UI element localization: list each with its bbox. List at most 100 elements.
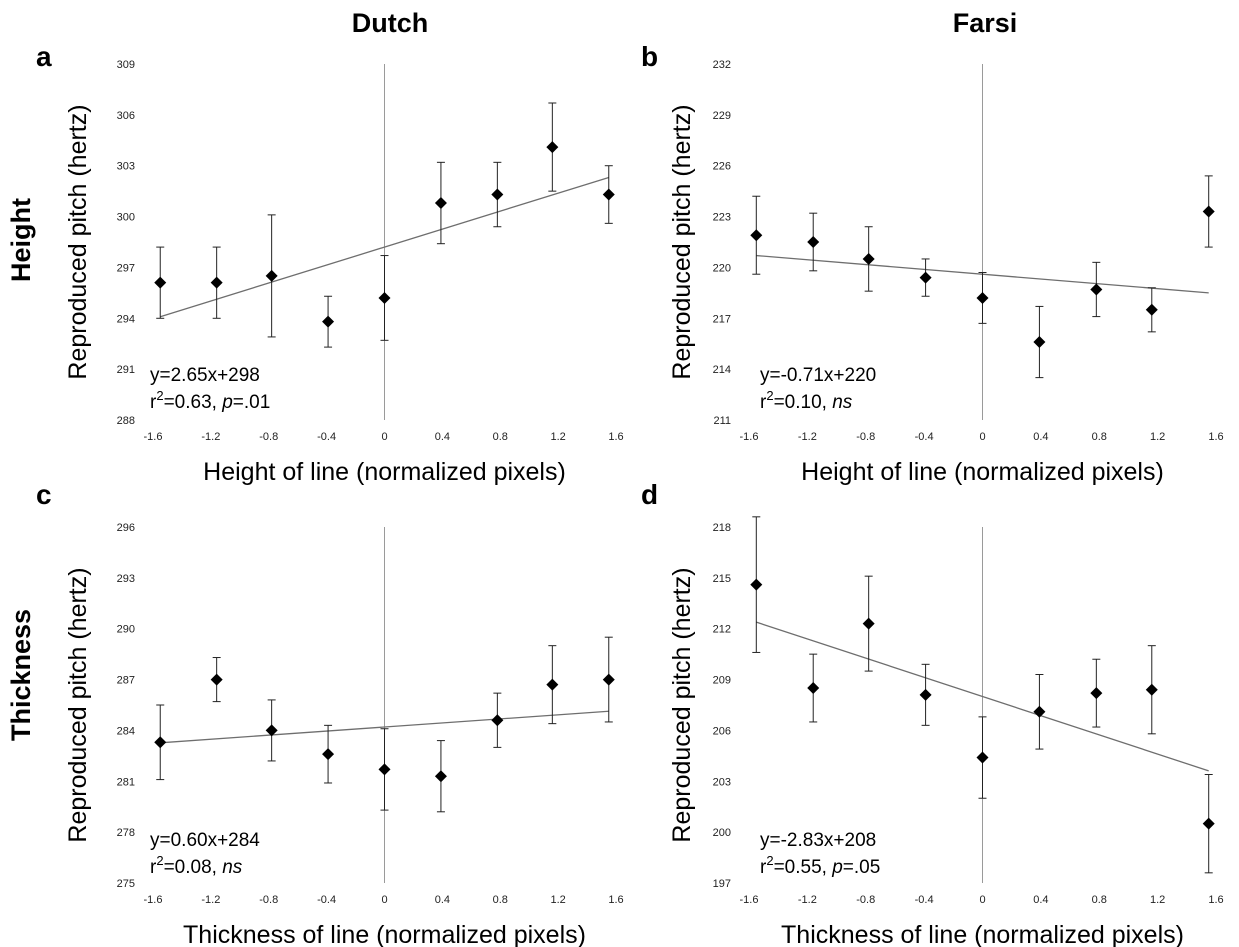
data-point xyxy=(322,315,335,328)
y-tick-label: 211 xyxy=(713,415,731,427)
data-point xyxy=(919,688,932,701)
data-point xyxy=(807,236,820,248)
data-point xyxy=(976,291,989,304)
y-axis-title: Reproduced pitch (hertz) xyxy=(668,567,696,842)
y-tick-label: 232 xyxy=(713,59,731,71)
x-tick-label: 1.2 xyxy=(550,894,565,906)
y-tick-label: 284 xyxy=(117,725,135,737)
x-tick-label: 1.6 xyxy=(1208,894,1223,906)
x-axis-title: Thickness of line (normalized pixels) xyxy=(781,921,1184,947)
x-tick-label: -0.8 xyxy=(856,431,875,443)
y-tick-label: 300 xyxy=(117,212,135,224)
y-tick-label: 229 xyxy=(713,110,731,122)
x-tick-label: -1.6 xyxy=(144,894,163,906)
y-tick-label: 220 xyxy=(713,262,731,274)
y-tick-label: 214 xyxy=(713,364,731,376)
y-tick-label: 217 xyxy=(713,313,731,325)
x-tick-label: -0.8 xyxy=(259,894,278,906)
data-point xyxy=(919,271,932,284)
x-tick-label: 0.4 xyxy=(1033,431,1048,443)
y-tick-label: 294 xyxy=(117,313,135,325)
y-tick-label: 197 xyxy=(713,878,731,890)
y-tick-label: 297 xyxy=(117,262,135,274)
trend-line xyxy=(160,710,609,744)
data-point xyxy=(210,276,223,289)
panel-letter: a xyxy=(36,41,52,72)
y-tick-label: 287 xyxy=(117,675,135,687)
x-tick-label: -1.2 xyxy=(798,431,817,443)
y-tick-label: 303 xyxy=(117,161,135,173)
data-point xyxy=(1202,817,1215,830)
data-point xyxy=(1090,687,1103,700)
x-tick-label: 1.6 xyxy=(608,431,623,443)
trend-line xyxy=(160,176,609,318)
x-tick-label: 0.8 xyxy=(1092,894,1107,906)
column-header-farsi: Farsi xyxy=(953,8,1018,38)
panels: a -1.6 -1.2 -0.8 -0.4 0 0.4 0.8 1.2 1.6 288 291 294 2… xyxy=(36,41,1224,947)
data-point xyxy=(1090,283,1103,296)
data-point xyxy=(378,763,391,776)
data-point xyxy=(1033,336,1046,349)
y-tick-label: 215 xyxy=(713,573,731,585)
data-point xyxy=(322,748,335,761)
x-tick-label: -0.4 xyxy=(317,894,336,906)
data-point xyxy=(378,291,391,304)
y-axis-title: Reproduced pitch (hertz) xyxy=(668,104,696,379)
y-tick-label: 291 xyxy=(117,364,135,376)
regression-stats: r2=0.55, p=.05 xyxy=(760,853,880,878)
y-tick-label: 309 xyxy=(117,59,135,71)
x-tick-label: -1.6 xyxy=(740,431,759,443)
y-tick-label: 200 xyxy=(713,827,731,839)
x-tick-label: -0.8 xyxy=(856,894,875,906)
data-point xyxy=(976,751,989,764)
y-axis-title: Reproduced pitch (hertz) xyxy=(64,104,92,379)
x-tick-label: 1.2 xyxy=(550,431,565,443)
x-tick-label: 1.6 xyxy=(1208,431,1223,443)
y-tick-label: 206 xyxy=(713,725,731,737)
panel-letter: b xyxy=(641,41,658,72)
data-point xyxy=(491,188,504,201)
x-tick-label: -1.2 xyxy=(201,894,220,906)
y-tick-label: 223 xyxy=(713,212,731,224)
data-point xyxy=(265,724,278,737)
panel-letter: c xyxy=(36,479,52,510)
x-tick-label: -1.2 xyxy=(201,431,220,443)
y-axis-title: Reproduced pitch (hertz) xyxy=(64,567,92,842)
y-tick-label: 306 xyxy=(117,110,135,122)
data-point xyxy=(602,673,615,686)
x-tick-label: 0.8 xyxy=(1092,431,1107,443)
data-point xyxy=(265,269,278,282)
regression-equation: y=0.60x+284 xyxy=(150,830,260,851)
x-axis-title: Height of line (normalized pixels) xyxy=(801,458,1164,486)
data-point xyxy=(862,617,875,630)
x-tick-label: 0 xyxy=(979,431,985,443)
x-tick-label: 1.2 xyxy=(1150,431,1165,443)
row-header-height: Height xyxy=(6,198,36,282)
x-axis-title: Thickness of line (normalized pixels) xyxy=(183,921,586,947)
y-tick-label: 226 xyxy=(713,161,731,173)
data-point xyxy=(1033,705,1046,718)
x-tick-label: 0.4 xyxy=(435,431,450,443)
data-point xyxy=(862,252,875,265)
data-point xyxy=(602,188,615,201)
data-point xyxy=(1145,683,1158,696)
x-tick-label: -0.4 xyxy=(915,894,934,906)
column-header-dutch: Dutch xyxy=(352,8,429,38)
data-point xyxy=(807,682,820,695)
y-tick-label: 296 xyxy=(117,522,135,534)
y-tick-label: 278 xyxy=(117,827,135,839)
x-tick-label: 1.2 xyxy=(1150,894,1165,906)
y-tick-label: 212 xyxy=(713,624,731,636)
regression-equation: y=-0.71x+220 xyxy=(760,365,876,386)
y-tick-label: 203 xyxy=(713,776,731,788)
y-tick-label: 288 xyxy=(117,415,135,427)
x-tick-label: 0.8 xyxy=(493,431,508,443)
regression-stats: r2=0.10, ns xyxy=(760,388,853,413)
x-tick-label: 0 xyxy=(979,894,985,906)
regression-equation: y=2.65x+298 xyxy=(150,365,260,386)
y-tick-label: 275 xyxy=(117,878,135,890)
x-tick-label: -0.4 xyxy=(915,431,934,443)
x-tick-label: -1.2 xyxy=(798,894,817,906)
y-tick-label: 281 xyxy=(117,776,135,788)
